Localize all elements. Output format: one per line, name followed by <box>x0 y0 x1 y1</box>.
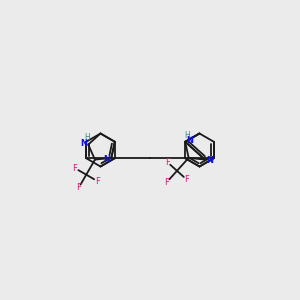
Text: H: H <box>184 131 190 140</box>
Text: F: F <box>164 178 169 187</box>
Text: N: N <box>80 139 87 148</box>
Text: F: F <box>184 175 189 184</box>
Text: H: H <box>84 134 90 142</box>
Text: N: N <box>103 154 110 164</box>
Text: F: F <box>95 177 100 186</box>
Text: N: N <box>206 156 213 165</box>
Text: F: F <box>73 164 77 173</box>
Text: N: N <box>186 136 193 145</box>
Text: F: F <box>76 183 81 192</box>
Text: F: F <box>165 158 170 166</box>
